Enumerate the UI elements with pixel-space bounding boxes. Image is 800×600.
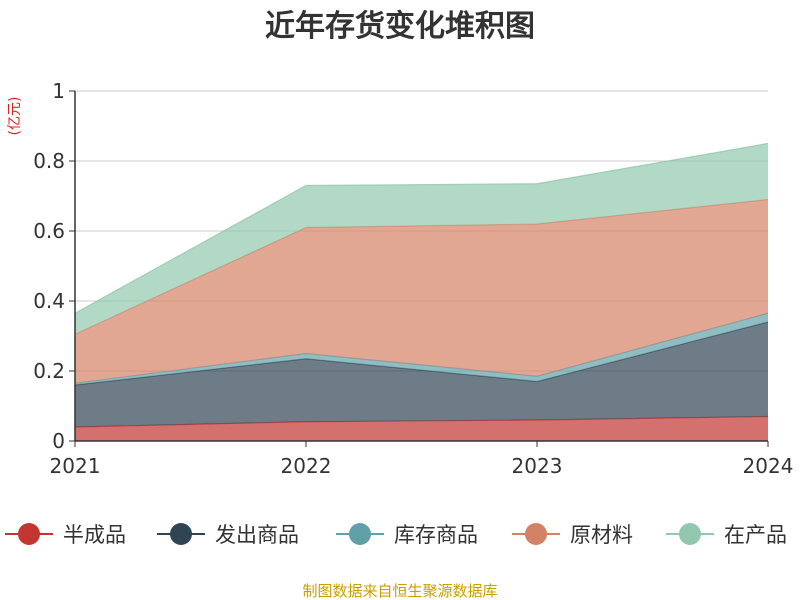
legend-item-3[interactable]: 库存商品 (336, 523, 478, 547)
x-tick-label: 2023 (512, 454, 563, 478)
area-1[interactable] (75, 416, 768, 442)
y-tick-label: 0 (52, 429, 65, 453)
legend-item-1[interactable]: 半成品 (5, 523, 126, 547)
y-tick-label: 0.4 (33, 289, 65, 313)
x-tick-label: 2022 (281, 454, 332, 478)
legend-label: 发出商品 (215, 523, 299, 547)
axes: 0 0.2 0.4 0.6 0.8 1 2021 2022 2023 2024 (33, 79, 793, 478)
y-tick-label: 0.2 (33, 359, 65, 383)
source-note: 制图数据来自恒生聚源数据库 (302, 582, 497, 600)
unit-label: (亿元) (7, 97, 23, 136)
legend-marker (349, 523, 371, 545)
y-tick-label: 0.8 (33, 149, 65, 173)
legend-label: 在产品 (724, 523, 787, 547)
x-tick-label: 2021 (50, 454, 101, 478)
legend-label: 原材料 (570, 523, 633, 547)
legend-item-2[interactable]: 发出商品 (157, 523, 299, 547)
legend-marker (525, 523, 547, 545)
legend-marker (679, 523, 701, 545)
legend-item-4[interactable]: 原材料 (512, 523, 633, 547)
y-tick-label: 1 (52, 79, 65, 103)
series-line-5 (74, 142, 769, 314)
legend-item-5[interactable]: 在产品 (666, 523, 787, 547)
x-tick-label: 2024 (743, 454, 794, 478)
legend[interactable]: 半成品 发出商品 库存商品 原材料 在产品 (5, 523, 787, 547)
legend-marker (18, 523, 40, 545)
area-4[interactable] (75, 199, 768, 384)
legend-label: 半成品 (63, 523, 126, 547)
area-5[interactable] (75, 143, 768, 335)
area-2[interactable] (75, 322, 768, 427)
legend-label: 库存商品 (394, 523, 478, 547)
y-tick-label: 0.6 (33, 219, 65, 243)
area-series (74, 142, 769, 442)
chart-title: 近年存货变化堆积图 (265, 9, 535, 44)
legend-marker (170, 523, 192, 545)
